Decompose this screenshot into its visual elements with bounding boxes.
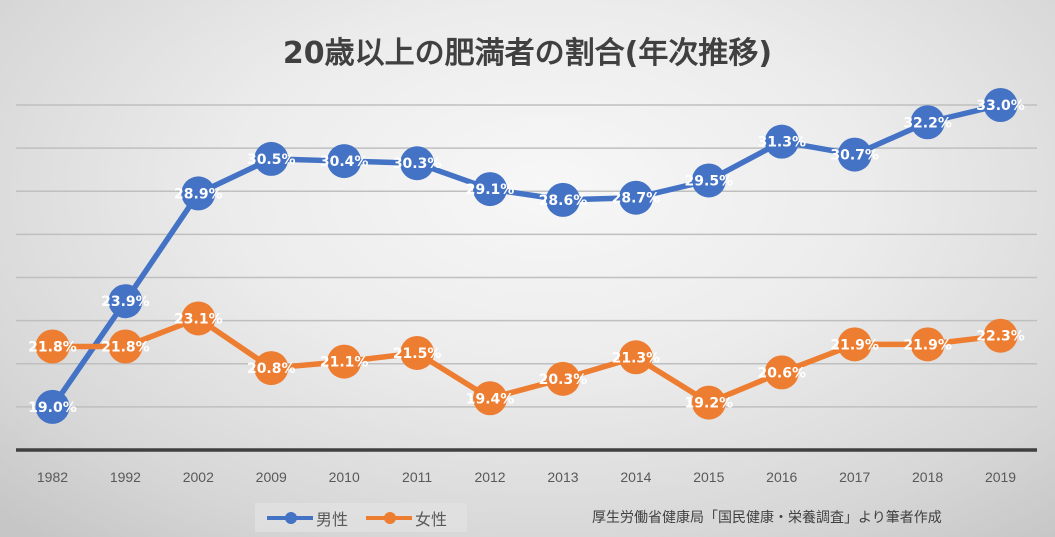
data-label: 31.3% [757,135,806,151]
data-point [181,176,216,211]
data-point [108,329,143,364]
legend-line-marker-icon [366,511,413,524]
data-label: 20.3% [539,372,588,388]
data-point [910,105,945,140]
data-point [618,340,653,375]
series-points [35,88,1018,424]
data-label: 21.8% [28,340,77,356]
x-tick-label: 2009 [256,469,287,485]
data-label: 20.6% [757,365,806,381]
gridlines [16,104,1037,408]
data-point [764,355,799,390]
x-tick-label: 2012 [474,469,505,485]
data-point [691,163,726,198]
data-label: 19.0% [28,400,77,416]
data-label: 20.8% [247,361,296,377]
data-label: 21.9% [830,337,879,353]
data-labels: 19.0% 23.9% 28.9% 30.5% 30.4% 30.3% 29.1% 28.6%… [28,98,1025,416]
data-label: 21.5% [393,346,442,362]
x-tick-label: 2002 [183,469,214,485]
x-tick-label: 2018 [912,469,943,485]
data-label: 28.9% [174,186,223,202]
data-label: 19.2% [685,396,734,412]
data-point [473,381,508,416]
data-point [35,389,70,424]
data-label: 29.5% [685,173,734,189]
data-point [400,335,435,370]
line-chart: 1982 1992 2002 2009 2010 2011 2012 2013 2014 2015… [16,88,1037,485]
x-tick-label: 2010 [329,469,360,485]
chart-title: 20歳以上の肥満者の割合(年次推移) [282,36,773,71]
data-point [473,172,508,207]
data-label: 30.3% [393,156,442,172]
data-point [983,318,1018,353]
legend-line-marker-icon [267,511,313,524]
data-point [400,146,435,181]
data-point [545,361,580,396]
source-note: 厚生労働省健康局「国民健康・栄養調査」より筆者作成 [592,510,942,526]
x-tick-label: 2014 [620,469,651,485]
data-point [618,180,653,215]
data-point [35,329,70,364]
data-label: 22.3% [976,329,1025,345]
data-point [254,351,289,386]
x-tick-label: 1982 [37,469,68,485]
data-point [181,301,216,336]
x-tick-label: 2017 [839,469,870,485]
data-label: 21.9% [903,337,952,353]
data-label: 30.4% [320,154,369,170]
data-point [837,327,872,362]
data-label: 23.9% [101,294,150,310]
data-point [910,327,945,362]
data-label: 30.7% [830,148,879,164]
data-label: 23.1% [174,311,223,327]
data-label: 29.1% [466,182,515,198]
data-label: 21.8% [101,340,150,356]
data-label: 28.7% [612,191,661,207]
x-tick-label: 2011 [402,469,432,485]
x-tick-label: 2013 [547,469,578,485]
data-label: 30.5% [247,152,296,168]
data-label: 21.1% [320,355,369,371]
data-point [983,88,1018,122]
x-tick-label: 1992 [110,469,141,485]
data-point [108,284,143,319]
x-tick-label: 2016 [766,469,797,485]
data-point [764,124,799,159]
data-point [545,182,580,217]
legend-label-male: 男性 [316,509,349,529]
data-label: 28.6% [539,193,588,209]
data-label: 32.2% [903,115,952,131]
data-point [327,344,362,379]
x-tick-label: 2019 [985,469,1016,485]
data-point [691,385,726,420]
legend-item-male: 男性 [267,506,348,530]
data-label: 19.4% [466,391,515,407]
data-point [837,137,872,172]
data-point [254,141,289,176]
legend-label-female: 女性 [415,509,448,529]
data-point [327,144,362,179]
legend: 男性 女性 [255,503,467,532]
legend-item-female: 女性 [366,506,447,530]
data-label: 33.0% [976,98,1025,114]
x-axis-labels: 1982 1992 2002 2009 2010 2011 2012 2013 2014 2015… [37,469,1016,485]
data-label: 21.3% [612,350,661,366]
x-tick-label: 2015 [693,469,724,485]
